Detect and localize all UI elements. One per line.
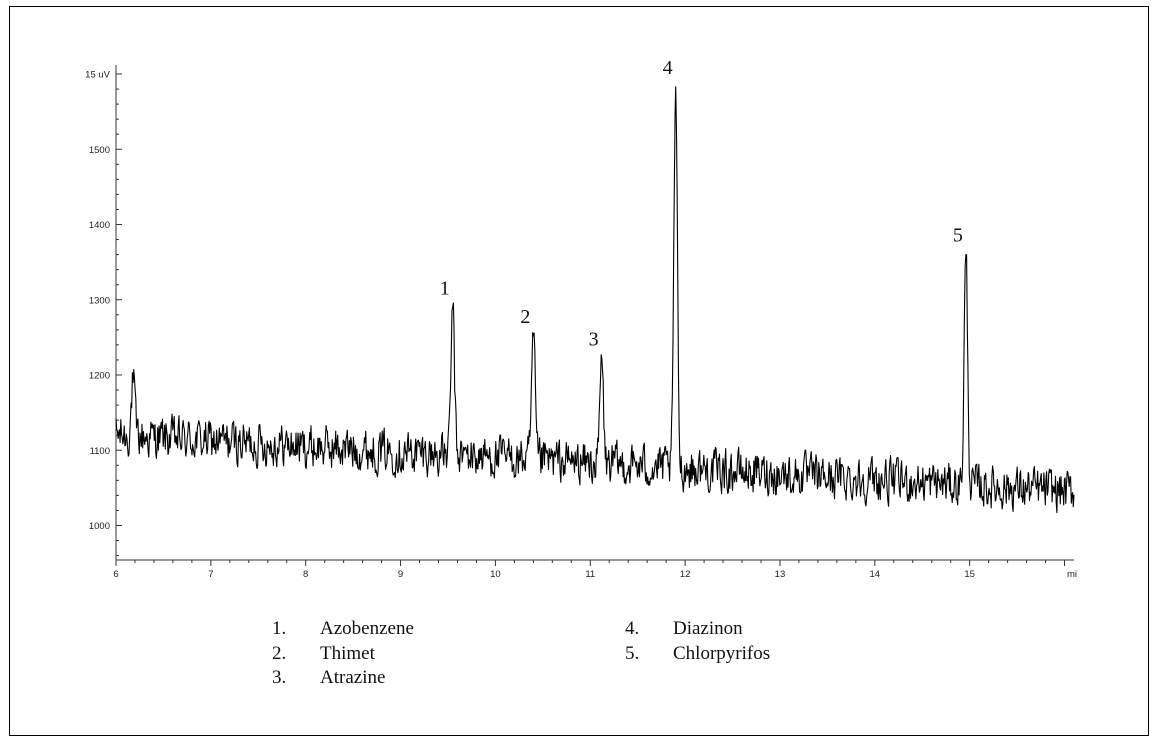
- legend-right: 4. Diazinon 5. Chlorpyrifos: [625, 618, 770, 667]
- legend-name: Atrazine: [320, 667, 386, 688]
- legend-num: 2.: [272, 642, 287, 664]
- x-tick-label: 14: [870, 569, 881, 580]
- y-unit-label: 15 uV: [85, 70, 110, 81]
- peak-label-4: 4: [663, 57, 673, 79]
- peak-label-5: 5: [953, 225, 963, 247]
- peak-label-1: 1: [440, 277, 450, 299]
- legend-num: 1.: [272, 618, 287, 639]
- y-tick-label: 1100: [90, 446, 110, 457]
- peak-labels: 1 2 3 4 5: [440, 57, 963, 351]
- legend-num: 4.: [625, 618, 640, 639]
- peak-label-2: 2: [520, 306, 530, 328]
- x-unit-label: mi: [1067, 569, 1077, 580]
- legend-item-1: 1. Azobenzene: [272, 618, 414, 643]
- legend-name: Diazinon: [673, 618, 743, 639]
- y-tick-label: 1200: [89, 371, 110, 382]
- x-tick-label: 10: [490, 569, 501, 580]
- legend-num: 3.: [272, 667, 287, 688]
- x-tick-label: 7: [208, 569, 213, 580]
- y-tick-label: 1000: [89, 521, 110, 532]
- legend-name: Thimet: [320, 642, 375, 664]
- legend-item-5: 5. Chlorpyrifos: [625, 643, 770, 668]
- x-tick-label: 6: [113, 569, 118, 580]
- y-tick-label: 1500: [89, 145, 110, 156]
- legend-item-2: 2. Thimet: [272, 643, 414, 668]
- figure-frame: [9, 6, 1149, 736]
- legend-item-3: 3. Atrazine: [272, 667, 414, 692]
- chromatogram-trace: [115, 86, 1075, 514]
- x-tick-label: 9: [398, 569, 403, 580]
- legend-name: Azobenzene: [320, 618, 414, 639]
- peak-label-3: 3: [589, 328, 599, 350]
- legend-item-4: 4. Diazinon: [625, 618, 770, 643]
- legend-left: 1. Azobenzene 2. Thimet 3. Atrazine: [272, 618, 414, 692]
- y-tick-label: 1400: [89, 220, 110, 231]
- legend-num: 5.: [625, 642, 640, 664]
- x-tick-label: 8: [303, 569, 308, 580]
- trace-layer: [115, 86, 1075, 514]
- y-tick-label: 1300: [89, 295, 110, 306]
- x-tick-label: 13: [775, 569, 786, 580]
- x-tick-label: 11: [585, 569, 595, 580]
- legend-name: Chlorpyrifos: [673, 642, 771, 664]
- x-tick-label: 15: [964, 569, 975, 580]
- x-tick-label: 12: [680, 569, 691, 580]
